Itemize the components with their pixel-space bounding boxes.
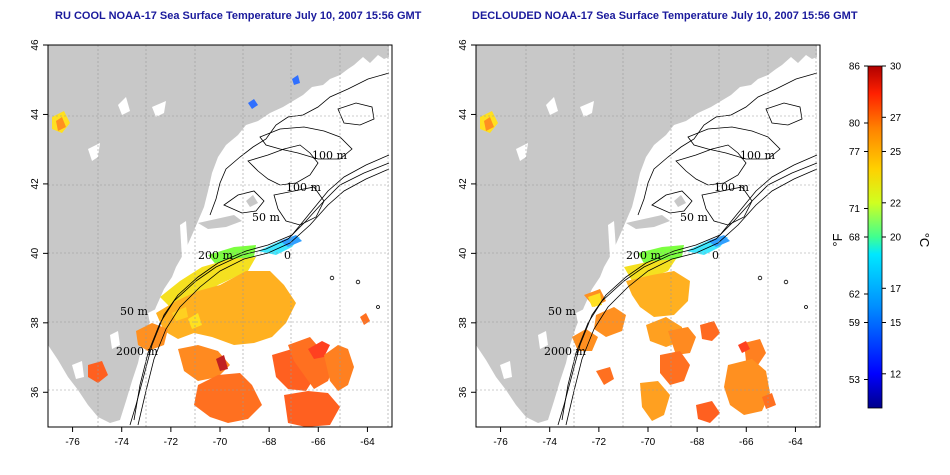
x-tick-label: -66 bbox=[311, 437, 326, 448]
contour-label-2000m: 2000 m bbox=[544, 345, 586, 358]
y-tick-label: 42 bbox=[458, 178, 469, 190]
celsius-tick-label: 20 bbox=[890, 233, 902, 244]
left-y-axis: 46 44 42 40 38 36 bbox=[30, 39, 48, 398]
celsius-tick-label: 27 bbox=[890, 113, 902, 124]
x-tick-label: -76 bbox=[65, 437, 80, 448]
right-map-panel: 100 m 100 m 50 m 200 m 0 50 m 2000 m -76… bbox=[458, 39, 821, 448]
x-tick-label: -70 bbox=[213, 437, 228, 448]
temperature-colorbar: 86 80 77 71 68 62 59 53 30 27 25 22 20 17 15 12 °F °C bbox=[830, 62, 932, 409]
colorbar-gradient bbox=[867, 65, 883, 409]
contour-label-50m-b: 50 m bbox=[548, 305, 576, 318]
celsius-tick-label: 17 bbox=[890, 284, 902, 295]
y-tick-label: 42 bbox=[30, 178, 41, 190]
contour-labels: 100 m 100 m 50 m 200 m 0 50 m 2000 m bbox=[116, 149, 347, 358]
contour-label-0: 0 bbox=[712, 249, 719, 262]
fahrenheit-tick-label: 68 bbox=[849, 233, 861, 244]
fahrenheit-tick-label: 59 bbox=[849, 318, 861, 329]
contour-label-100m-b: 100 m bbox=[286, 181, 321, 194]
contour-label-0: 0 bbox=[284, 249, 291, 262]
x-tick-label: -64 bbox=[360, 437, 375, 448]
fahrenheit-tick-label: 77 bbox=[849, 147, 861, 158]
celsius-tick-label: 12 bbox=[890, 369, 902, 380]
fahrenheit-tick-label: 80 bbox=[849, 119, 861, 130]
contour-label-2000m: 2000 m bbox=[116, 345, 158, 358]
x-tick-label: -66 bbox=[739, 437, 754, 448]
fahrenheit-tick-label: 86 bbox=[849, 62, 861, 73]
x-tick-label: -74 bbox=[114, 437, 129, 448]
y-tick-label: 44 bbox=[458, 108, 469, 120]
contour-labels: 100 m 100 m 50 m 200 m 0 50 m 2000 m bbox=[544, 149, 775, 358]
contour-label-100m-a: 100 m bbox=[312, 149, 347, 162]
x-tick-label: -76 bbox=[493, 437, 508, 448]
contour-label-200m: 200 m bbox=[198, 249, 233, 262]
right-x-axis: -76 -74 -72 -70 -68 -66 -64 bbox=[493, 427, 803, 448]
x-tick-label: -68 bbox=[262, 437, 277, 448]
left-x-axis: -76 -74 -72 -70 -68 -66 -64 bbox=[65, 427, 375, 448]
right-y-axis: 46 44 42 40 38 36 bbox=[458, 39, 476, 398]
left-map-title: RU COOL NOAA-17 Sea Surface Temperature … bbox=[55, 10, 422, 22]
x-tick-label: -74 bbox=[542, 437, 557, 448]
fahrenheit-tick-label: 53 bbox=[849, 375, 861, 386]
y-tick-label: 44 bbox=[30, 108, 41, 120]
x-tick-label: -72 bbox=[592, 437, 607, 448]
contour-label-50m-b: 50 m bbox=[120, 305, 148, 318]
y-tick-label: 38 bbox=[458, 317, 469, 329]
y-tick-label: 40 bbox=[30, 247, 41, 259]
celsius-tick-label: 15 bbox=[890, 318, 902, 329]
y-tick-label: 46 bbox=[458, 39, 469, 51]
y-tick-label: 40 bbox=[458, 247, 469, 259]
contour-label-100m-b: 100 m bbox=[714, 181, 749, 194]
fahrenheit-tick-label: 62 bbox=[849, 290, 861, 301]
x-tick-label: -70 bbox=[641, 437, 656, 448]
fahrenheit-tick-label: 71 bbox=[849, 204, 861, 215]
right-map-title: DECLOUDED NOAA-17 Sea Surface Temperatur… bbox=[472, 10, 858, 22]
sst-layer bbox=[480, 111, 776, 423]
contour-label-100m-a: 100 m bbox=[740, 149, 775, 162]
sst-layer bbox=[52, 75, 370, 427]
y-tick-label: 38 bbox=[30, 317, 41, 329]
x-tick-label: -72 bbox=[164, 437, 179, 448]
y-tick-label: 46 bbox=[30, 39, 41, 51]
x-tick-label: -68 bbox=[690, 437, 705, 448]
y-tick-label: 36 bbox=[458, 386, 469, 398]
contour-label-50m-a: 50 m bbox=[252, 211, 280, 224]
celsius-tick-label: 30 bbox=[890, 62, 902, 73]
contour-label-50m-a: 50 m bbox=[680, 211, 708, 224]
fahrenheit-unit-label: °F bbox=[830, 233, 845, 246]
contour-label-200m: 200 m bbox=[626, 249, 661, 262]
y-tick-label: 36 bbox=[30, 386, 41, 398]
celsius-tick-label: 22 bbox=[890, 198, 902, 209]
colorbar-ticks: 86 80 77 71 68 62 59 53 30 27 25 22 20 17 15 12 bbox=[849, 62, 902, 387]
celsius-unit-label: °C bbox=[917, 233, 932, 248]
left-map-panel: 100 m 100 m 50 m 200 m 0 50 m 2000 m -76… bbox=[30, 39, 393, 448]
celsius-tick-label: 25 bbox=[890, 147, 902, 158]
x-tick-label: -64 bbox=[788, 437, 803, 448]
